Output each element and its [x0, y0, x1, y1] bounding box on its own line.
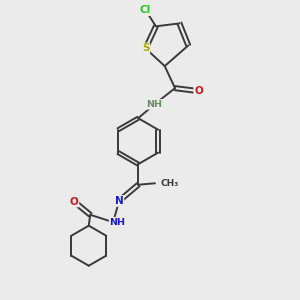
- Text: N: N: [115, 196, 124, 206]
- Text: O: O: [70, 196, 78, 206]
- Text: CH₃: CH₃: [161, 179, 179, 188]
- Text: Cl: Cl: [140, 5, 151, 15]
- Text: O: O: [194, 86, 203, 96]
- Text: S: S: [142, 44, 149, 53]
- Text: NH: NH: [110, 218, 126, 226]
- Text: NH: NH: [146, 100, 162, 109]
